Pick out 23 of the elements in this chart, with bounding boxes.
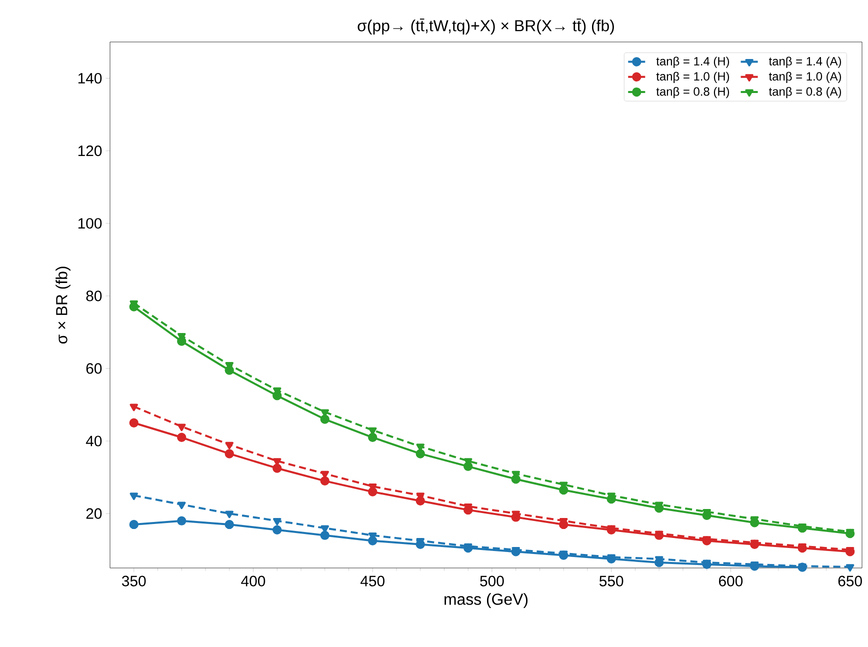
y-tick-label: 120 <box>78 146 102 156</box>
y-tick-label: 20 <box>86 508 102 519</box>
x-tick-label: 650 <box>838 576 862 586</box>
x-tick-label: 600 <box>719 576 743 586</box>
y-tick-label: 80 <box>86 290 102 302</box>
x-tick-label: 350 <box>122 576 146 586</box>
y-tick-label: 40 <box>86 436 102 446</box>
x-axis-title: mass (GeV) <box>444 593 528 608</box>
x-tick-label: 550 <box>599 576 624 586</box>
chart-title: σ(pp→ (tt̄,tW,tq)+X) × BR(X→ tt̄) (fb) <box>358 18 614 34</box>
x-tick-label: 450 <box>360 576 384 586</box>
y-tick-label: 60 <box>86 363 102 374</box>
legend-label: tanβ = 0.8 (H) <box>656 86 730 98</box>
legend-label: tanβ = 1.4 (A) <box>768 56 842 68</box>
legend-label: tanβ = 1.0 (A) <box>768 72 842 83</box>
legend-label: tanβ = 1.0 (H) <box>656 72 730 83</box>
x-tick-label: 500 <box>480 576 504 586</box>
y-tick-label: 140 <box>78 72 102 84</box>
x-tick-label: 400 <box>241 576 266 586</box>
legend-label: tanβ = 1.4 (H) <box>656 56 730 68</box>
legend-label: tanβ = 0.8 (A) <box>768 86 842 98</box>
y-axis-title: σ × BR (fb) <box>56 266 70 344</box>
y-tick-label: 100 <box>78 218 102 229</box>
